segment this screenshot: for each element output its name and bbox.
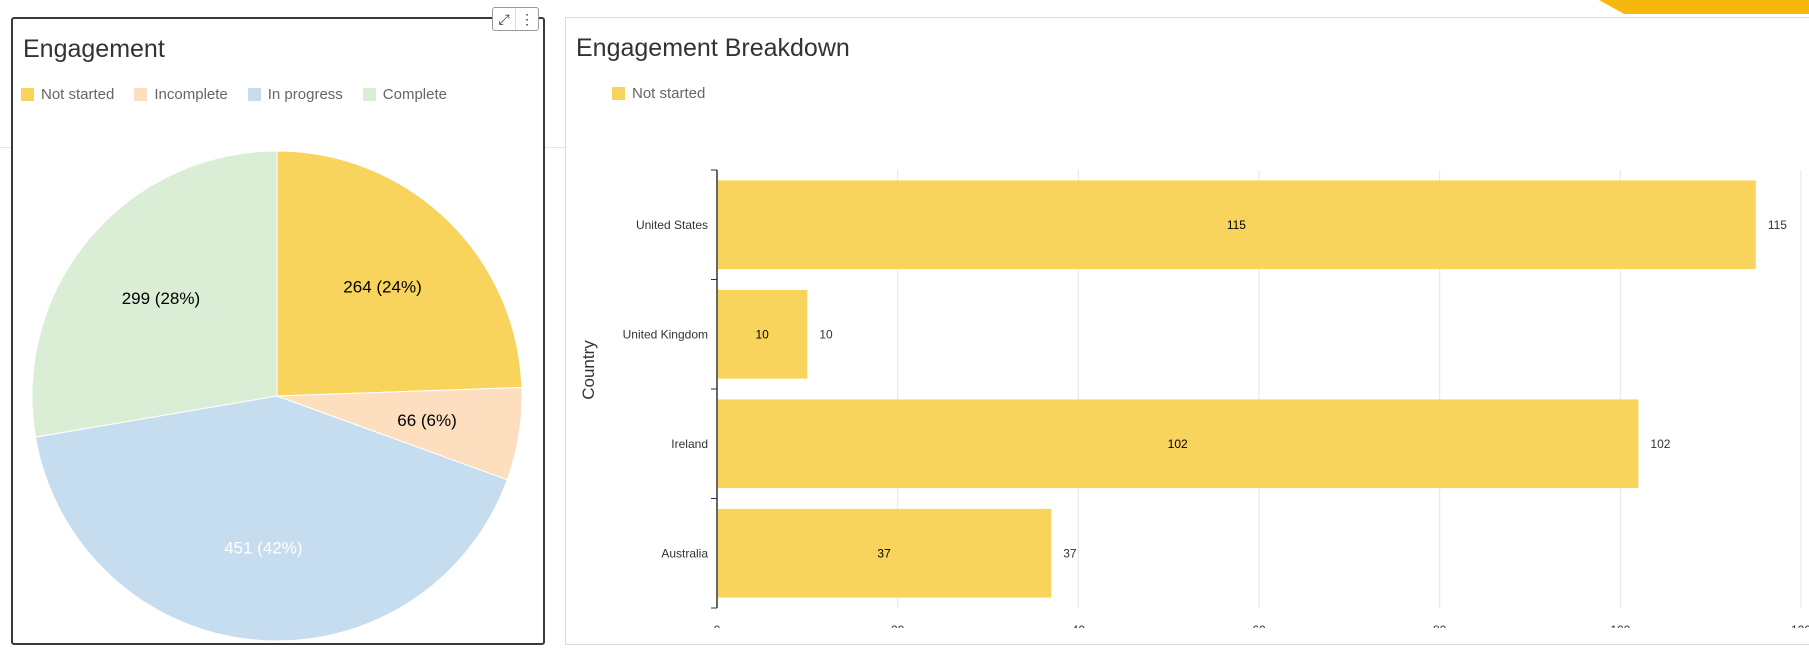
bar-value-label-outside: 37	[1063, 546, 1077, 560]
y-tick-label: Ireland	[671, 437, 708, 451]
x-tick-label: 80	[1433, 623, 1447, 628]
pie-slice-in-progress[interactable]	[34, 395, 508, 642]
engagement-breakdown-panel[interactable]: Engagement Breakdown Not started 0 20 40 60…	[565, 17, 1809, 645]
legend-item-not-started[interactable]: Not started	[612, 85, 705, 102]
pie-slice-label: 451 (42%)	[224, 538, 302, 557]
y-tick-label: Australia	[661, 546, 708, 560]
bar-value-label-inside: 115	[1227, 218, 1246, 232]
legend-label: Not started	[41, 86, 115, 103]
engagement-breakdown-bar-chart: 0 20 40 60 80 100 120 Country United States 115 11…	[579, 169, 1809, 628]
legend-item-incomplete[interactable]: Incomplete	[134, 86, 228, 103]
x-tick-label: 100	[1610, 623, 1630, 628]
y-tick-label: United Kingdom	[623, 327, 708, 341]
legend-label: Incomplete	[154, 86, 228, 103]
expand-icon[interactable]: ⤢	[498, 10, 510, 27]
pie-slice-label: 66 (6%)	[397, 411, 457, 430]
pie-legend: Not started Incomplete In progress Complete	[21, 86, 447, 103]
bar-value-label-outside: 10	[819, 327, 833, 341]
legend-swatch	[134, 88, 148, 101]
legend-label: Complete	[382, 86, 447, 103]
pie-slice-not-started[interactable]	[276, 150, 523, 397]
bar-ireland[interactable]	[718, 399, 1639, 489]
bar-value-label-outside: 102	[1650, 437, 1670, 451]
bar-united-kingdom[interactable]	[718, 289, 808, 379]
legend-swatch	[612, 87, 625, 100]
x-tick-label: 40	[1072, 623, 1086, 628]
engagement-pie-chart: 264 (24%) 66 (6%) 451 (42%) 299 (28%)	[31, 150, 523, 642]
legend-item-complete[interactable]: Complete	[362, 86, 447, 103]
legend-item-not-started[interactable]: Not started	[21, 86, 114, 103]
x-tick-label: 60	[1252, 623, 1266, 628]
legend-swatch	[21, 88, 34, 101]
y-axis-title: Country	[579, 340, 598, 400]
x-tick-label: 120	[1791, 623, 1809, 628]
y-tick-label: United States	[636, 218, 708, 232]
pie-slice-label: 299 (28%)	[122, 289, 200, 308]
legend-swatch	[247, 88, 261, 101]
engagement-breakdown-title: Engagement Breakdown	[576, 34, 850, 62]
legend-label: Not started	[632, 85, 706, 102]
panel-toolbar: ⤢ ⋮	[492, 7, 539, 31]
engagement-panel[interactable]: ⤢ ⋮ Engagement Not started Incomplete In p…	[11, 7, 545, 645]
legend-label: In progress	[267, 86, 343, 103]
more-vertical-icon[interactable]: ⋮	[515, 8, 538, 30]
bar-australia[interactable]	[718, 508, 1052, 598]
pie-slice-label: 264 (24%)	[343, 278, 421, 297]
bar-value-label-inside: 102	[1168, 437, 1188, 451]
x-tick-label: 0	[714, 623, 721, 628]
pie-slice-complete[interactable]	[31, 150, 278, 438]
bar-value-label-inside: 37	[877, 546, 891, 560]
engagement-title: Engagement	[23, 35, 165, 63]
bar-legend: Not started	[612, 85, 705, 102]
bar-value-label-inside: 10	[755, 327, 769, 341]
bar-united-states[interactable]	[718, 180, 1756, 270]
legend-item-in-progress[interactable]: In progress	[247, 86, 343, 103]
bar-value-label-outside: 115	[1768, 218, 1787, 232]
brand-accent-bar	[1599, 0, 1809, 14]
legend-swatch	[362, 88, 376, 101]
x-tick-label: 20	[891, 623, 905, 628]
